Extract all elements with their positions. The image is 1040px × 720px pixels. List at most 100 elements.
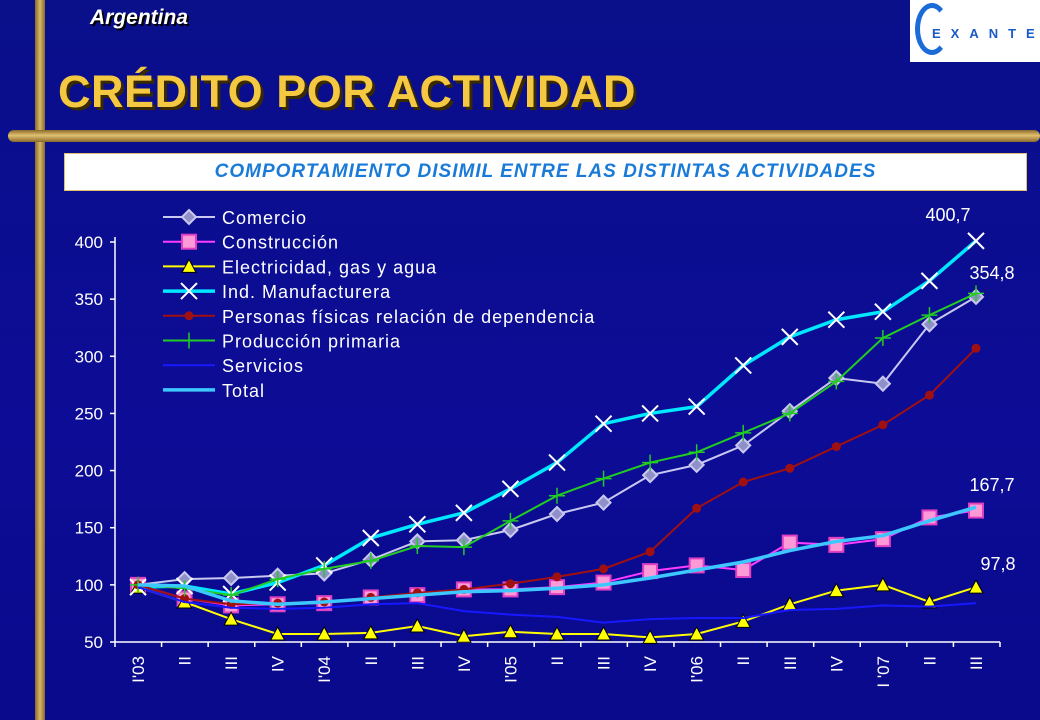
series-line bbox=[137, 586, 977, 624]
data-point bbox=[924, 390, 934, 400]
gold-vertical-bar bbox=[35, 0, 45, 720]
data-point bbox=[688, 456, 706, 474]
data-point bbox=[455, 504, 473, 522]
x-tick-label: III bbox=[967, 656, 986, 670]
data-point bbox=[875, 576, 891, 592]
data-point bbox=[878, 420, 888, 430]
data-point bbox=[921, 593, 938, 609]
legend-label: Total bbox=[222, 381, 265, 401]
data-point bbox=[687, 397, 706, 416]
data-point bbox=[692, 503, 702, 513]
y-tick-label: 250 bbox=[75, 404, 103, 423]
data-point bbox=[456, 628, 472, 643]
series-line bbox=[137, 505, 977, 607]
data-point bbox=[180, 208, 198, 226]
y-tick-label: 200 bbox=[75, 462, 103, 481]
data-point bbox=[828, 373, 845, 390]
x-tick-label: I '07 bbox=[874, 656, 893, 688]
x-tick-label: III bbox=[408, 656, 427, 670]
x-tick-label: IV bbox=[827, 655, 846, 672]
x-tick-label: II bbox=[176, 656, 195, 665]
data-point bbox=[552, 572, 562, 582]
data-point bbox=[781, 534, 798, 551]
legend-label: Servicios bbox=[222, 356, 304, 376]
data-point bbox=[599, 564, 609, 574]
logo-ring-icon bbox=[915, 3, 949, 55]
legend-label: Ind. Manufacturera bbox=[222, 282, 391, 302]
data-point bbox=[734, 437, 752, 454]
data-point bbox=[831, 442, 841, 452]
data-point bbox=[781, 405, 798, 422]
data-point bbox=[408, 515, 427, 533]
data-point bbox=[641, 404, 659, 423]
data-point bbox=[595, 625, 612, 641]
logo-text: EXANTE bbox=[932, 26, 1040, 41]
legend-label: Comercio bbox=[222, 208, 307, 228]
x-tick-label: II bbox=[362, 656, 381, 665]
x-tick-label: I'05 bbox=[501, 656, 520, 683]
data-point bbox=[734, 356, 752, 375]
data-point bbox=[595, 494, 612, 511]
data-label: 400,7 bbox=[925, 205, 970, 225]
x-tick-label: II bbox=[548, 656, 567, 665]
data-point bbox=[595, 470, 612, 487]
data-point bbox=[409, 538, 426, 554]
exante-logo: EXANTE bbox=[910, 0, 1040, 62]
data-point bbox=[455, 539, 472, 556]
data-point bbox=[968, 285, 984, 302]
data-point bbox=[502, 512, 519, 529]
x-tick-label: I'03 bbox=[129, 656, 148, 683]
data-point bbox=[502, 521, 519, 539]
data-point bbox=[594, 415, 613, 433]
data-point bbox=[968, 579, 984, 594]
data-point bbox=[967, 232, 985, 250]
subtitle-box: COMPORTAMIENTO DISIMIL ENTRE LAS DISTINT… bbox=[64, 153, 1027, 191]
data-point bbox=[548, 453, 566, 472]
data-label: 354,8 bbox=[969, 263, 1014, 283]
data-point bbox=[409, 617, 426, 633]
y-tick-label: 400 bbox=[75, 233, 103, 252]
data-point bbox=[781, 328, 799, 346]
data-point bbox=[645, 547, 655, 557]
x-tick-label: III bbox=[222, 656, 241, 670]
data-point bbox=[362, 552, 379, 569]
data-point bbox=[180, 282, 198, 300]
data-point bbox=[874, 330, 891, 346]
legend-label: Producción primaria bbox=[222, 332, 401, 352]
data-point bbox=[181, 332, 197, 349]
data-point bbox=[641, 466, 659, 484]
x-tick-label: IV bbox=[269, 655, 288, 672]
x-tick-label: I'04 bbox=[315, 656, 334, 683]
data-point bbox=[184, 311, 194, 321]
legend-label: Electricidad, gas y agua bbox=[222, 257, 437, 277]
data-point bbox=[921, 315, 938, 333]
data-point bbox=[549, 487, 565, 504]
data-point bbox=[642, 629, 658, 644]
data-point bbox=[827, 311, 846, 329]
x-tick-label: I'06 bbox=[688, 656, 707, 683]
data-point bbox=[968, 502, 984, 519]
data-point bbox=[921, 307, 938, 324]
data-point bbox=[316, 625, 333, 641]
data-point bbox=[642, 454, 659, 471]
data-point bbox=[735, 424, 752, 441]
y-tick-label: 150 bbox=[75, 519, 103, 538]
y-tick-label: 350 bbox=[75, 290, 103, 309]
data-point bbox=[181, 233, 197, 250]
x-tick-label: III bbox=[595, 656, 614, 670]
data-point bbox=[920, 272, 939, 290]
data-point bbox=[735, 613, 752, 628]
chart-subtitle: COMPORTAMIENTO DISIMIL ENTRE LAS DISTINT… bbox=[214, 161, 877, 182]
x-tick-label: II bbox=[734, 656, 753, 665]
data-point bbox=[688, 625, 705, 641]
data-point bbox=[738, 477, 748, 487]
data-point bbox=[502, 623, 519, 639]
data-point bbox=[548, 505, 566, 523]
data-point bbox=[223, 611, 239, 626]
data-point bbox=[735, 562, 752, 578]
x-tick-label: III bbox=[781, 656, 800, 670]
legend-label: Construcción bbox=[222, 233, 339, 253]
data-label: 167,7 bbox=[969, 475, 1014, 495]
data-point bbox=[874, 375, 892, 393]
x-tick-label: IV bbox=[641, 655, 660, 672]
